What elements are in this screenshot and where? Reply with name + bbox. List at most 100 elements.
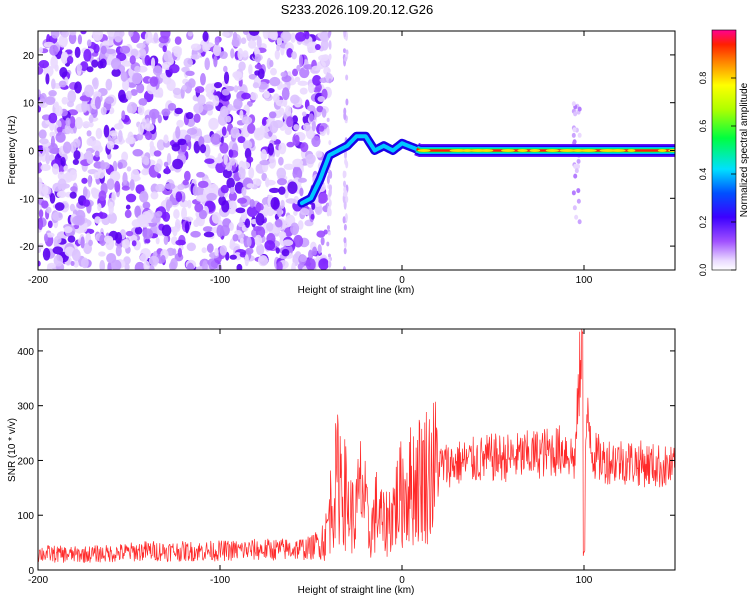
heatmap-cell <box>199 144 207 154</box>
heatmap-cell <box>82 186 88 198</box>
heatmap-cell <box>168 261 176 270</box>
heatmap-cell <box>300 142 309 153</box>
heatmap-cell <box>97 60 104 69</box>
heatmap-cell <box>246 236 252 248</box>
heatmap-cell <box>342 266 346 270</box>
heatmap-y-label: Frequency (Hz) <box>7 116 18 185</box>
snr-frame <box>37 328 676 571</box>
heatmap-cell <box>233 85 239 93</box>
snr-series <box>38 329 675 563</box>
heatmap-cell <box>134 226 143 235</box>
heatmap-cell <box>129 55 136 65</box>
heatmap-cell <box>319 77 328 83</box>
heatmap-cell <box>198 209 208 220</box>
heatmap-cell <box>82 121 91 128</box>
heatmap-cell <box>121 60 133 67</box>
heatmap-cell <box>67 90 77 104</box>
heatmap-cell <box>130 48 139 58</box>
heatmap-cell <box>262 31 269 40</box>
heatmap-cell <box>100 45 107 55</box>
heatmap-cell <box>74 81 82 94</box>
heatmap-cell <box>344 56 348 62</box>
heatmap-cell <box>285 198 297 204</box>
heatmap-cell <box>121 151 129 162</box>
heatmap-x-ticks: -200 -100 0 100 <box>28 31 593 286</box>
heatmap-cell <box>327 253 331 258</box>
heatmap-cell <box>328 40 332 50</box>
heatmap-cell <box>187 199 192 209</box>
heatmap-cell <box>216 224 224 238</box>
heatmap-ridge-highlight <box>609 149 626 152</box>
heatmap-cell <box>343 224 347 231</box>
heatmap-cell <box>242 140 253 150</box>
heatmap-cell <box>244 254 249 267</box>
heatmap-cell <box>38 47 44 54</box>
heatmap-cell <box>86 130 92 137</box>
heatmap-ridge-early-core <box>299 134 423 206</box>
heatmap-cell <box>134 65 141 73</box>
heatmap-cell <box>202 42 209 53</box>
heatmap-cell <box>128 31 134 38</box>
heatmap-cell <box>228 222 234 231</box>
heatmap-cell <box>202 260 208 270</box>
heatmap-cell <box>51 78 56 90</box>
heatmap-cell <box>299 208 310 216</box>
heatmap-cell <box>157 87 164 98</box>
heatmap-cell <box>129 179 135 191</box>
heatmap-cell <box>234 229 242 236</box>
heatmap-cell <box>328 199 332 207</box>
heatmap-cells <box>38 31 582 270</box>
heatmap-cell <box>163 161 169 168</box>
heatmap-cell <box>190 230 201 238</box>
heatmap-cell <box>97 203 102 212</box>
heatmap-cell <box>149 76 159 87</box>
heatmap-cell <box>144 238 151 244</box>
heatmap-cell <box>226 177 235 189</box>
heatmap-cell <box>54 202 65 211</box>
heatmap-cell <box>318 192 329 204</box>
heatmap-cell <box>286 116 294 128</box>
heatmap-cell <box>122 172 128 186</box>
heatmap-cell <box>291 51 297 60</box>
heatmap-cell <box>573 163 578 169</box>
heatmap-cell <box>138 98 148 106</box>
heatmap-cell <box>247 123 256 134</box>
heatmap-cell <box>124 263 130 270</box>
heatmap-cell <box>259 159 271 166</box>
heatmap-cell <box>216 263 223 270</box>
heatmap-cell <box>214 37 220 46</box>
heatmap-cell <box>45 206 52 214</box>
heatmap-cell <box>185 70 195 77</box>
heatmap-cell <box>248 167 255 179</box>
heatmap-cell <box>261 119 267 126</box>
heatmap-cell <box>197 180 209 189</box>
heatmap-cell <box>194 202 204 213</box>
colorbar-gradient <box>712 30 736 270</box>
heatmap-cell <box>246 183 255 189</box>
heatmap-cell <box>222 168 232 179</box>
heatmap-cell <box>153 32 159 43</box>
heatmap-cell <box>56 126 63 133</box>
heatmap-cell <box>285 105 292 117</box>
heatmap-cell <box>294 134 300 144</box>
heatmap-cell <box>229 186 235 195</box>
heatmap-ridge-highlight <box>627 149 636 152</box>
heatmap-cell <box>163 235 169 246</box>
heatmap-cell <box>278 142 287 155</box>
heatmap-cell <box>153 150 162 157</box>
heatmap-cell <box>241 161 251 170</box>
heatmap-cell <box>63 165 69 172</box>
heatmap-cell <box>38 217 44 231</box>
snr-y-label: SNR (10 * v/v) <box>7 418 18 482</box>
heatmap-cell <box>232 233 239 242</box>
heatmap-cell <box>307 105 316 112</box>
heatmap-cell <box>65 117 71 127</box>
heatmap-cell <box>174 218 180 231</box>
heatmap-cell <box>74 46 81 58</box>
heatmap-cell <box>208 117 219 130</box>
heatmap-cell <box>283 163 295 170</box>
heatmap-cell <box>274 49 280 60</box>
heatmap-cell <box>98 190 107 202</box>
heatmap-cell <box>150 57 156 69</box>
heatmap-cell <box>183 57 193 68</box>
